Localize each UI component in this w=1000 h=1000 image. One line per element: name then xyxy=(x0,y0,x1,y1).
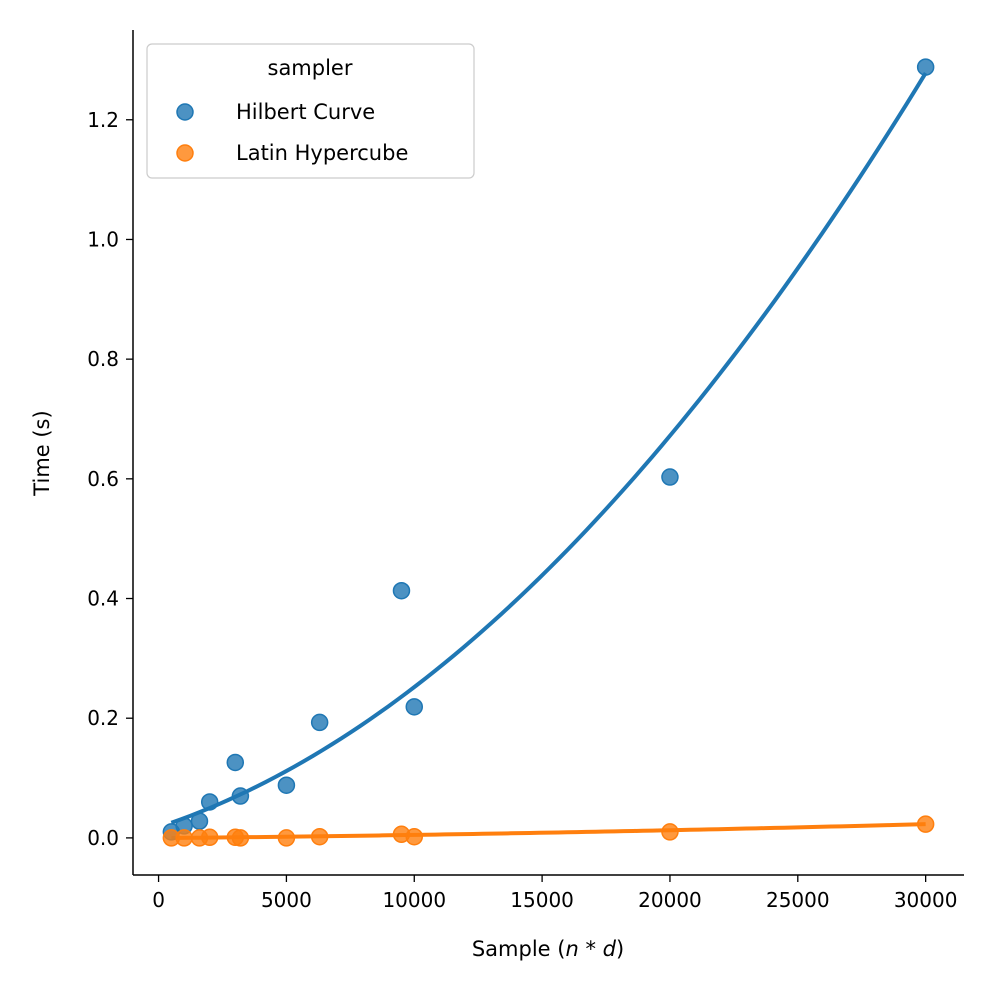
legend-marker-latin-hypercube xyxy=(176,144,194,162)
x-tick-label: 5000 xyxy=(261,888,312,912)
point-hilbert-curve xyxy=(405,698,424,716)
point-latin-hypercube xyxy=(175,829,193,847)
point-hilbert-curve xyxy=(392,581,411,600)
y-tick-label: 0.4 xyxy=(87,587,119,611)
y-axis-title: Time (s) xyxy=(30,410,54,496)
y-tick-label: 1.2 xyxy=(87,108,119,132)
point-hilbert-curve xyxy=(190,812,209,830)
x-tick-label: 10000 xyxy=(382,888,446,912)
point-hilbert-curve xyxy=(231,787,250,805)
y-tick-label: 0.8 xyxy=(87,347,119,371)
legend-label-latin-hypercube: Latin Hypercube xyxy=(236,141,408,165)
point-latin-hypercube xyxy=(310,827,329,846)
x-ticks: 0 5000 10000 15000 20000 25000 30000 xyxy=(152,875,957,912)
y-tick-label: 0.2 xyxy=(87,706,119,730)
point-latin-hypercube xyxy=(405,827,424,846)
legend-label-hilbert-curve: Hilbert Curve xyxy=(236,100,375,124)
point-latin-hypercube xyxy=(916,815,935,833)
data-points xyxy=(162,58,935,847)
legend-marker-hilbert-curve xyxy=(176,103,194,121)
point-hilbert-curve xyxy=(200,793,219,811)
y-tick-label: 1.0 xyxy=(87,227,119,251)
fit-line-latin-hypercube xyxy=(171,822,926,841)
point-latin-hypercube xyxy=(661,823,679,841)
point-hilbert-curve xyxy=(277,776,296,794)
x-tick-label: 0 xyxy=(152,888,165,912)
fit-line-hilbert-curve xyxy=(170,72,928,825)
x-tick-label: 15000 xyxy=(510,888,574,912)
point-hilbert-curve xyxy=(916,58,935,76)
point-hilbert-curve xyxy=(661,468,679,486)
y-tick-label: 0.0 xyxy=(87,826,119,850)
x-tick-label: 25000 xyxy=(766,888,830,912)
y-tick-label: 0.6 xyxy=(87,467,119,491)
point-latin-hypercube xyxy=(277,829,296,847)
x-axis-title-math: n * d xyxy=(565,937,616,961)
axes xyxy=(132,30,964,876)
x-tick-label: 20000 xyxy=(638,888,702,912)
point-latin-hypercube xyxy=(231,829,250,847)
legend-title: sampler xyxy=(268,56,353,80)
point-latin-hypercube xyxy=(200,828,219,847)
point-hilbert-curve xyxy=(226,753,245,772)
y-ticks: 0.0 0.2 0.4 0.6 0.8 1.0 1.2 xyxy=(87,108,133,850)
legend-box xyxy=(146,43,475,179)
x-axis-title: Sample (n * d) xyxy=(472,937,624,961)
fit-lines xyxy=(170,72,928,841)
legend: sampler Hilbert Curve Latin Hypercube xyxy=(146,43,475,179)
point-hilbert-curve xyxy=(310,713,329,732)
x-tick-label: 30000 xyxy=(894,888,958,912)
